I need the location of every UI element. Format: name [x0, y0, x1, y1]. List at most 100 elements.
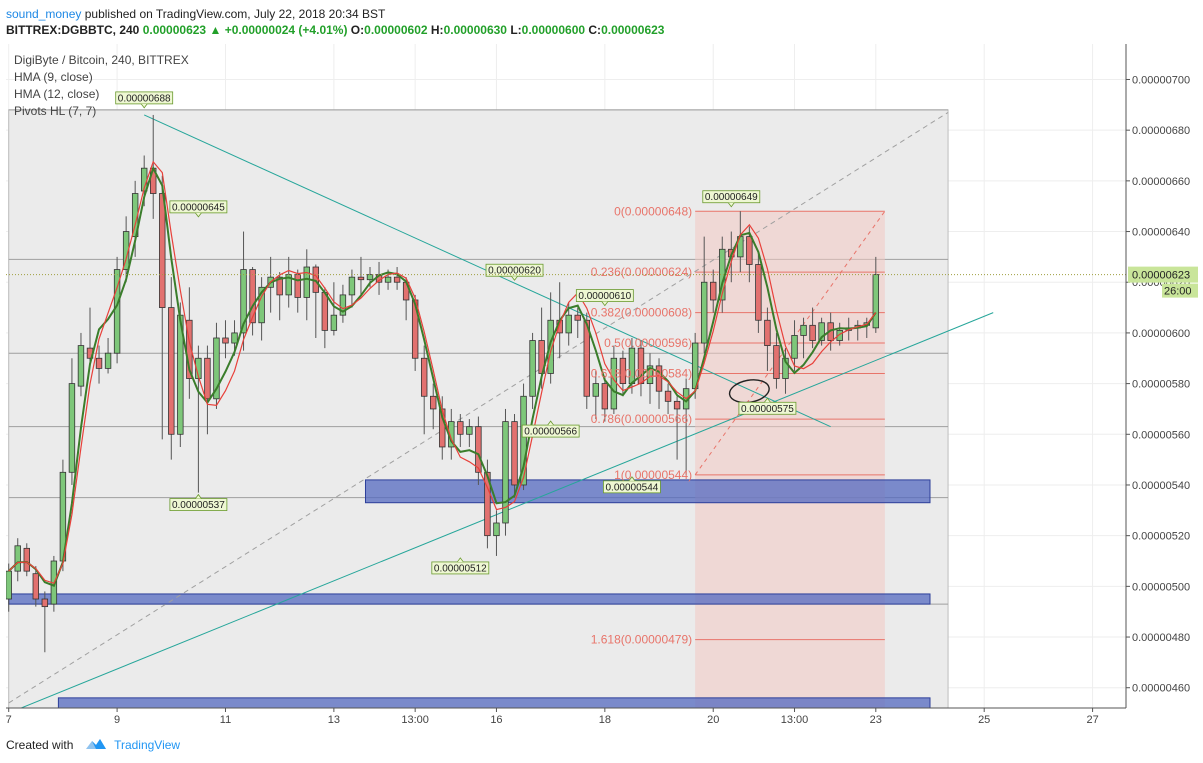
candle-body: [231, 332, 238, 344]
candle-body: [809, 324, 816, 341]
tradingview-logo-icon[interactable]: [85, 737, 107, 755]
y-tick-label: 0.00000660: [1132, 176, 1190, 188]
candle-body: [655, 365, 663, 392]
price-change: +0.00000024 (+4.01%): [224, 23, 348, 37]
candle-body: [77, 345, 85, 387]
candle-body: [14, 545, 21, 572]
candle-body: [547, 319, 554, 374]
y-tick-label: 0.00000460: [1132, 683, 1190, 695]
fib-level-label: 0.786(0.00000566): [591, 412, 692, 426]
pivot-pointer: [727, 202, 735, 208]
created-with-text: Created with: [6, 738, 74, 752]
y-tick-label: 0.00000480: [1132, 632, 1190, 644]
candle-body: [222, 337, 229, 344]
fib-level-label: 0(0.00000648): [614, 204, 692, 218]
candle-body: [872, 274, 880, 329]
last-price: 0.00000623: [142, 23, 207, 37]
candle-body: [276, 276, 283, 296]
candle-body: [836, 329, 843, 341]
y-tick-label: 0.00000520: [1132, 531, 1190, 543]
legend-hma9[interactable]: HMA (9, close): [14, 70, 93, 84]
candle-body: [764, 319, 771, 346]
published-text: published on TradingView.com, July 22, 2…: [84, 7, 386, 21]
candle-body: [330, 314, 338, 331]
x-tick-label: 23: [870, 714, 882, 726]
current-price-label: 0.00000623: [1132, 270, 1190, 282]
x-tick-label: 13: [328, 714, 340, 726]
candle-body: [113, 269, 121, 354]
candle-body: [673, 400, 681, 410]
legend-hma12[interactable]: HMA (12, close): [14, 87, 100, 101]
candle-body: [195, 357, 202, 379]
fib-level-label: 0.618(0.00000584): [591, 366, 692, 380]
candle-body: [529, 340, 536, 397]
fib-level-label: 0.5(0.00000596): [604, 336, 692, 350]
y-tick-label: 0.00000640: [1132, 227, 1190, 239]
candle-body: [23, 547, 30, 572]
fib-extension-zone: [695, 211, 885, 708]
candle-body: [574, 314, 581, 321]
pivot-pointer: [547, 420, 554, 426]
pivot-label-text: 0.00000566: [524, 427, 577, 438]
candle-body: [258, 286, 265, 324]
candle-body: [565, 314, 572, 334]
y-tick-label: 0.00000580: [1132, 379, 1190, 391]
low-value: 0.00000600: [521, 23, 586, 37]
x-tick-label: 9: [114, 714, 120, 726]
trendline: [694, 210, 886, 476]
plot-area: [6, 44, 1126, 708]
candle-body: [249, 269, 256, 324]
support-zone: [57, 697, 931, 708]
pivot-label-text: 0.00000620: [488, 266, 541, 277]
pivot-label-text: 0.00000512: [434, 563, 487, 574]
candle-body: [619, 357, 627, 385]
candle-body: [204, 357, 211, 400]
candle-body: [339, 294, 347, 316]
y-tick-label: 0.00000680: [1132, 125, 1190, 137]
pivot-pointer: [511, 275, 518, 281]
symbol-label: BITTREX:DGBBTC, 240: [6, 23, 140, 37]
pivot-label-text: 0.00000649: [705, 192, 758, 203]
candle-body: [420, 357, 428, 397]
candle-body: [700, 281, 708, 344]
pivot-pointer: [764, 397, 771, 403]
x-tick-label: 18: [599, 714, 611, 726]
legend-pivots[interactable]: Pivots HL (7, 7): [14, 104, 97, 118]
candle-body: [294, 274, 301, 298]
fib-level-label: 1(0.00000544): [614, 468, 692, 482]
candle-body: [159, 193, 166, 308]
close-label: C:: [588, 23, 602, 37]
low-label: L:: [510, 23, 522, 37]
y-tick-label: 0.00000540: [1132, 480, 1190, 492]
candle-body: [818, 322, 825, 341]
pivot-label-text: 0.00000575: [741, 404, 794, 415]
candle-body: [520, 395, 527, 486]
fib-level-label: 0.236(0.00000624): [591, 265, 692, 279]
candle-body: [746, 236, 753, 265]
candle-body: [104, 352, 112, 369]
pivot-label-text: 0.00000610: [578, 291, 631, 302]
x-tick-label: 13:00: [781, 714, 809, 726]
x-tick-label: 13:00: [401, 714, 429, 726]
x-tick-label: 25: [978, 714, 990, 726]
candle-body: [41, 598, 49, 608]
pivot-pointer: [457, 557, 464, 563]
open-label: O:: [350, 23, 365, 37]
open-value: 0.00000602: [364, 23, 428, 37]
candle-body: [791, 335, 798, 359]
footer: Created with TradingView: [6, 736, 180, 755]
author-link[interactable]: sound_money: [6, 7, 82, 21]
candle-body: [710, 281, 717, 301]
candle-body: [502, 421, 509, 524]
tradingview-brand-link[interactable]: TradingView: [114, 738, 181, 752]
candle-body: [664, 390, 672, 402]
y-tick-label: 0.00000560: [1132, 429, 1190, 441]
candle-body: [430, 395, 437, 410]
candle-body: [457, 421, 464, 435]
candle-body: [357, 276, 365, 281]
candle-body: [366, 274, 374, 281]
pivot-pointer: [628, 476, 636, 482]
x-tick-label: 11: [220, 714, 231, 726]
y-tick-label: 0.00000600: [1132, 328, 1190, 340]
